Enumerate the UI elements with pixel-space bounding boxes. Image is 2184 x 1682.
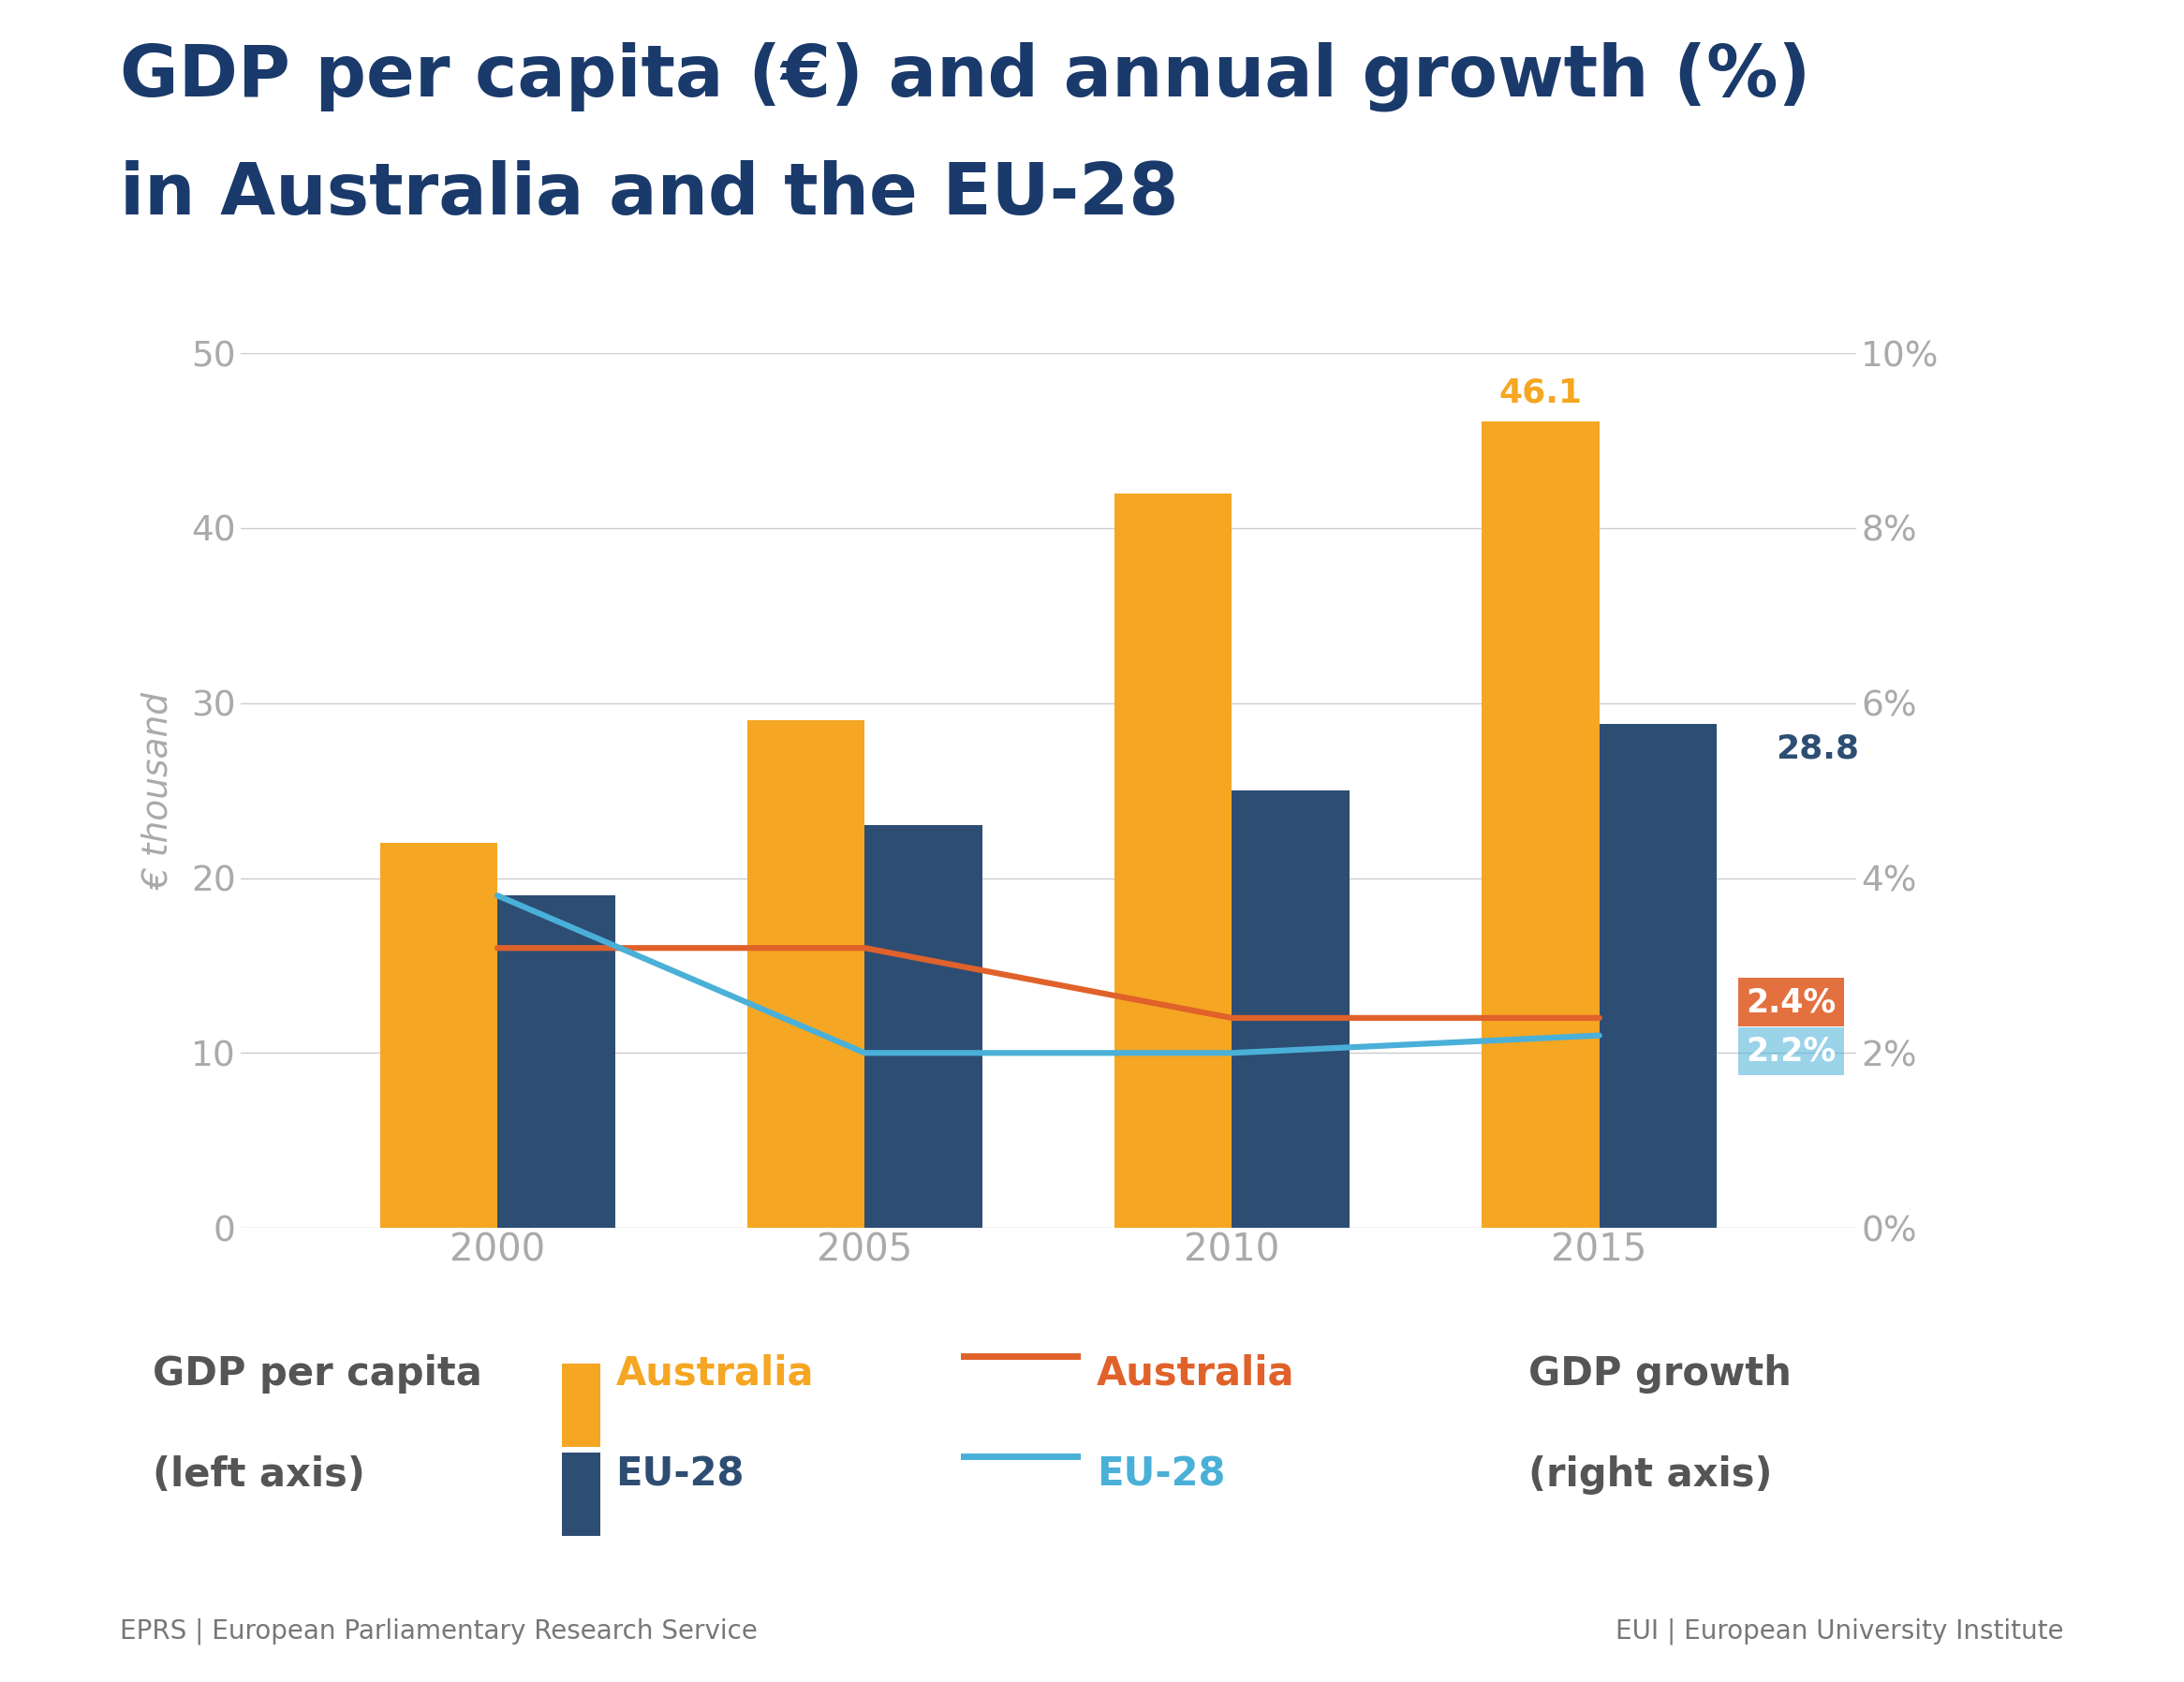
Text: GDP growth: GDP growth <box>1529 1354 1791 1393</box>
Y-axis label: € thousand: € thousand <box>142 691 175 890</box>
Text: EU-28: EU-28 <box>616 1455 745 1494</box>
Text: GDP per capita (€) and annual growth (%): GDP per capita (€) and annual growth (%) <box>120 42 1811 111</box>
Text: GDP per capita: GDP per capita <box>153 1354 483 1393</box>
Bar <box>1599 723 1717 1228</box>
Text: Australia: Australia <box>616 1354 815 1393</box>
Text: (left axis): (left axis) <box>153 1455 365 1494</box>
Bar <box>561 1362 601 1447</box>
Text: 2.2%: 2.2% <box>1747 1034 1837 1066</box>
Text: EPRS | European Parliamentary Research Service: EPRS | European Parliamentary Research S… <box>120 1618 758 1645</box>
Bar <box>1481 422 1599 1228</box>
Text: 28.8: 28.8 <box>1776 733 1859 765</box>
Text: EUI | European University Institute: EUI | European University Institute <box>1616 1618 2064 1645</box>
Bar <box>865 826 983 1228</box>
Bar <box>1114 493 1232 1228</box>
Text: EU-28: EU-28 <box>1096 1455 1225 1494</box>
Text: Australia: Australia <box>1096 1354 1295 1393</box>
Text: 2.4%: 2.4% <box>1747 986 1837 1018</box>
Bar <box>380 843 498 1228</box>
Text: (right axis): (right axis) <box>1529 1455 1773 1494</box>
Bar <box>498 895 616 1228</box>
Text: 46.1: 46.1 <box>1498 377 1581 409</box>
Bar <box>561 1452 601 1536</box>
Text: in Australia and the EU-28: in Australia and the EU-28 <box>120 160 1179 229</box>
Bar <box>1232 791 1350 1228</box>
Bar <box>747 720 865 1228</box>
